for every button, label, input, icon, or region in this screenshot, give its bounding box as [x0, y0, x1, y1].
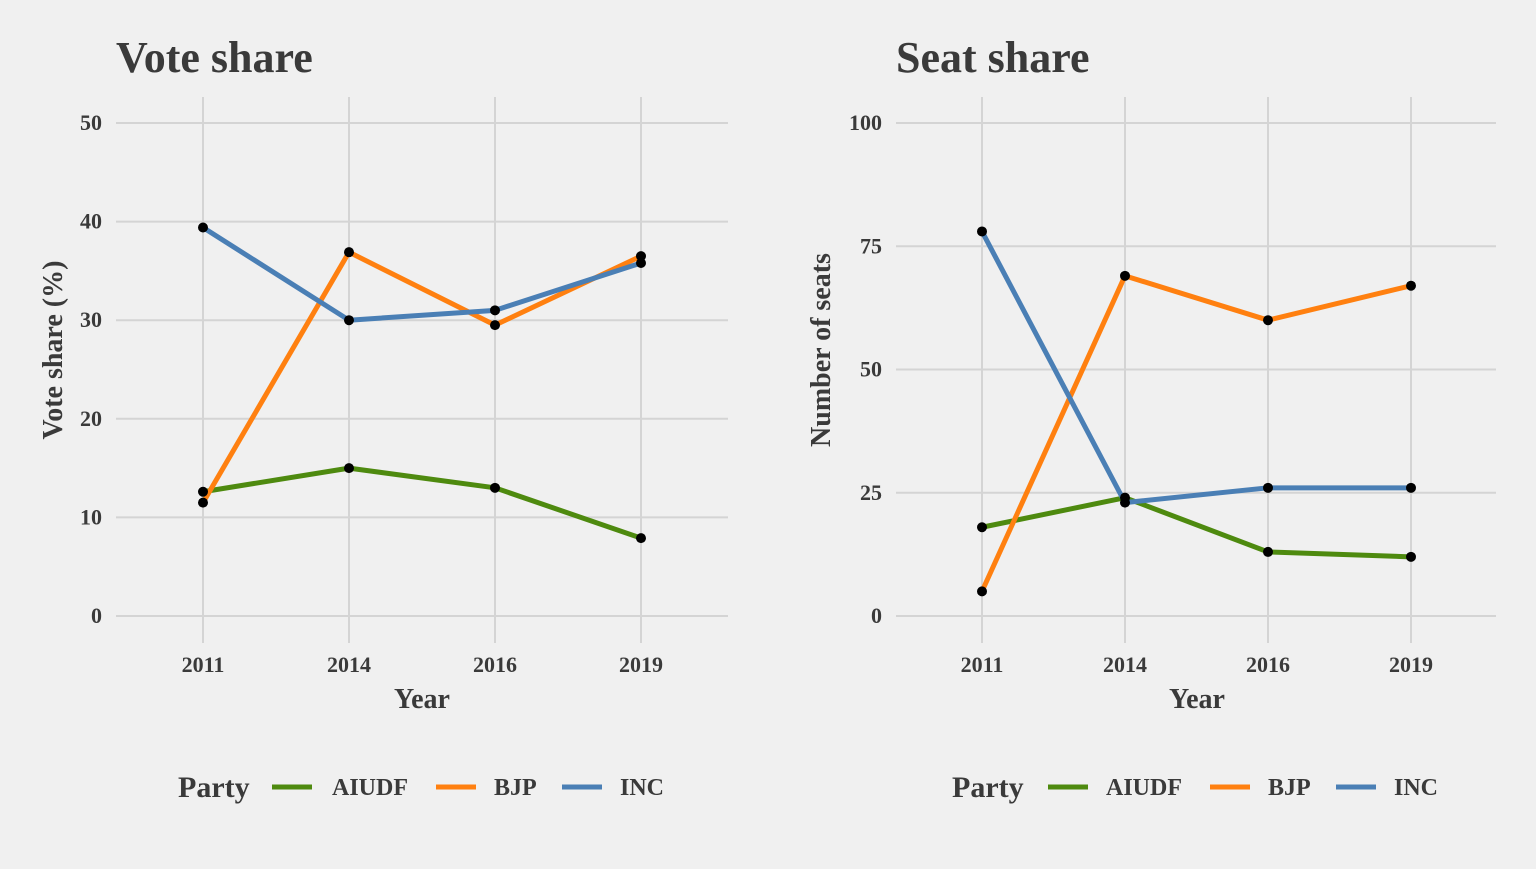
series-line-inc: [200, 225, 644, 323]
legend-label-inc: INC: [1394, 775, 1438, 801]
data-point-bjp: [636, 251, 646, 262]
data-point-aiudf: [490, 482, 500, 493]
legend-title: Party: [952, 771, 1024, 804]
legend-label-bjp: BJP: [1268, 775, 1311, 801]
x-axis-label: Year: [1169, 684, 1225, 715]
data-point-inc: [636, 258, 646, 269]
data-point-bjp: [977, 586, 987, 597]
y-tick-label: 25: [860, 480, 882, 505]
data-point-inc: [1263, 482, 1273, 493]
data-point-inc: [490, 305, 500, 316]
x-tick-label: 2011: [961, 652, 1004, 677]
data-point-inc: [1120, 497, 1130, 508]
y-axis-label: Number of seats: [806, 253, 837, 447]
data-point-aiudf: [1406, 551, 1416, 562]
data-point-inc: [977, 226, 987, 237]
y-tick-label: 0: [871, 603, 882, 628]
legend-label-bjp: BJP: [494, 775, 537, 801]
chart-title: Vote share: [116, 33, 313, 82]
legend: Party AIUDF BJP INC: [952, 771, 1438, 804]
data-point-aiudf: [344, 463, 354, 474]
series-line-aiudf: [979, 495, 1414, 560]
data-point-inc: [198, 222, 208, 233]
series-line-inc: [979, 228, 1414, 506]
legend-label-inc: INC: [620, 775, 664, 801]
series-line-bjp: [979, 273, 1414, 594]
data-point-bjp: [344, 247, 354, 258]
data-point-inc: [1406, 482, 1416, 493]
y-tick-label: 0: [91, 603, 102, 628]
legend-title: Party: [178, 771, 250, 804]
x-tick-label: 2016: [473, 652, 517, 677]
chart-title: Seat share: [896, 33, 1090, 82]
x-tick-label: 2016: [1246, 652, 1290, 677]
data-point-inc: [344, 315, 354, 326]
chart-panel-2: Seat share 0 25 50 75 100 2011 2014 2016 2019 Year…: [806, 33, 1496, 804]
data-point-bjp: [1406, 280, 1416, 291]
data-point-bjp: [1263, 315, 1273, 326]
y-tick-label: 100: [849, 110, 882, 135]
y-axis-label: Vote share (%): [38, 261, 69, 440]
x-tick-label: 2014: [1103, 652, 1147, 677]
x-axis-label: Year: [394, 684, 450, 715]
series-line-aiudf: [200, 465, 644, 541]
legend-label-aiudf: AIUDF: [1106, 775, 1182, 801]
data-point-bjp: [198, 497, 208, 508]
x-tick-label: 2019: [1389, 652, 1433, 677]
data-point-bjp: [1120, 270, 1130, 281]
series-line-bjp: [200, 249, 644, 506]
legend-label-aiudf: AIUDF: [332, 775, 408, 801]
y-tick-label: 75: [860, 233, 882, 258]
data-point-aiudf: [1263, 546, 1273, 557]
y-tick-label: 20: [80, 406, 102, 431]
data-point-bjp: [490, 320, 500, 331]
y-tick-label: 30: [80, 307, 102, 332]
x-tick-label: 2019: [619, 652, 663, 677]
legend: Party AIUDF BJP INC: [178, 771, 664, 804]
data-point-aiudf: [198, 486, 208, 497]
y-tick-label: 50: [80, 110, 102, 135]
chart-panel-1: Vote share 0 10 20 30 40 50 2011 2014 2016 2019 Yea…: [38, 33, 728, 804]
y-tick-label: 40: [80, 209, 102, 234]
x-tick-label: 2014: [327, 652, 371, 677]
data-point-aiudf: [977, 522, 987, 533]
y-tick-label: 50: [860, 357, 882, 382]
x-tick-label: 2011: [182, 652, 225, 677]
y-tick-label: 10: [80, 504, 102, 529]
data-point-aiudf: [636, 533, 646, 544]
